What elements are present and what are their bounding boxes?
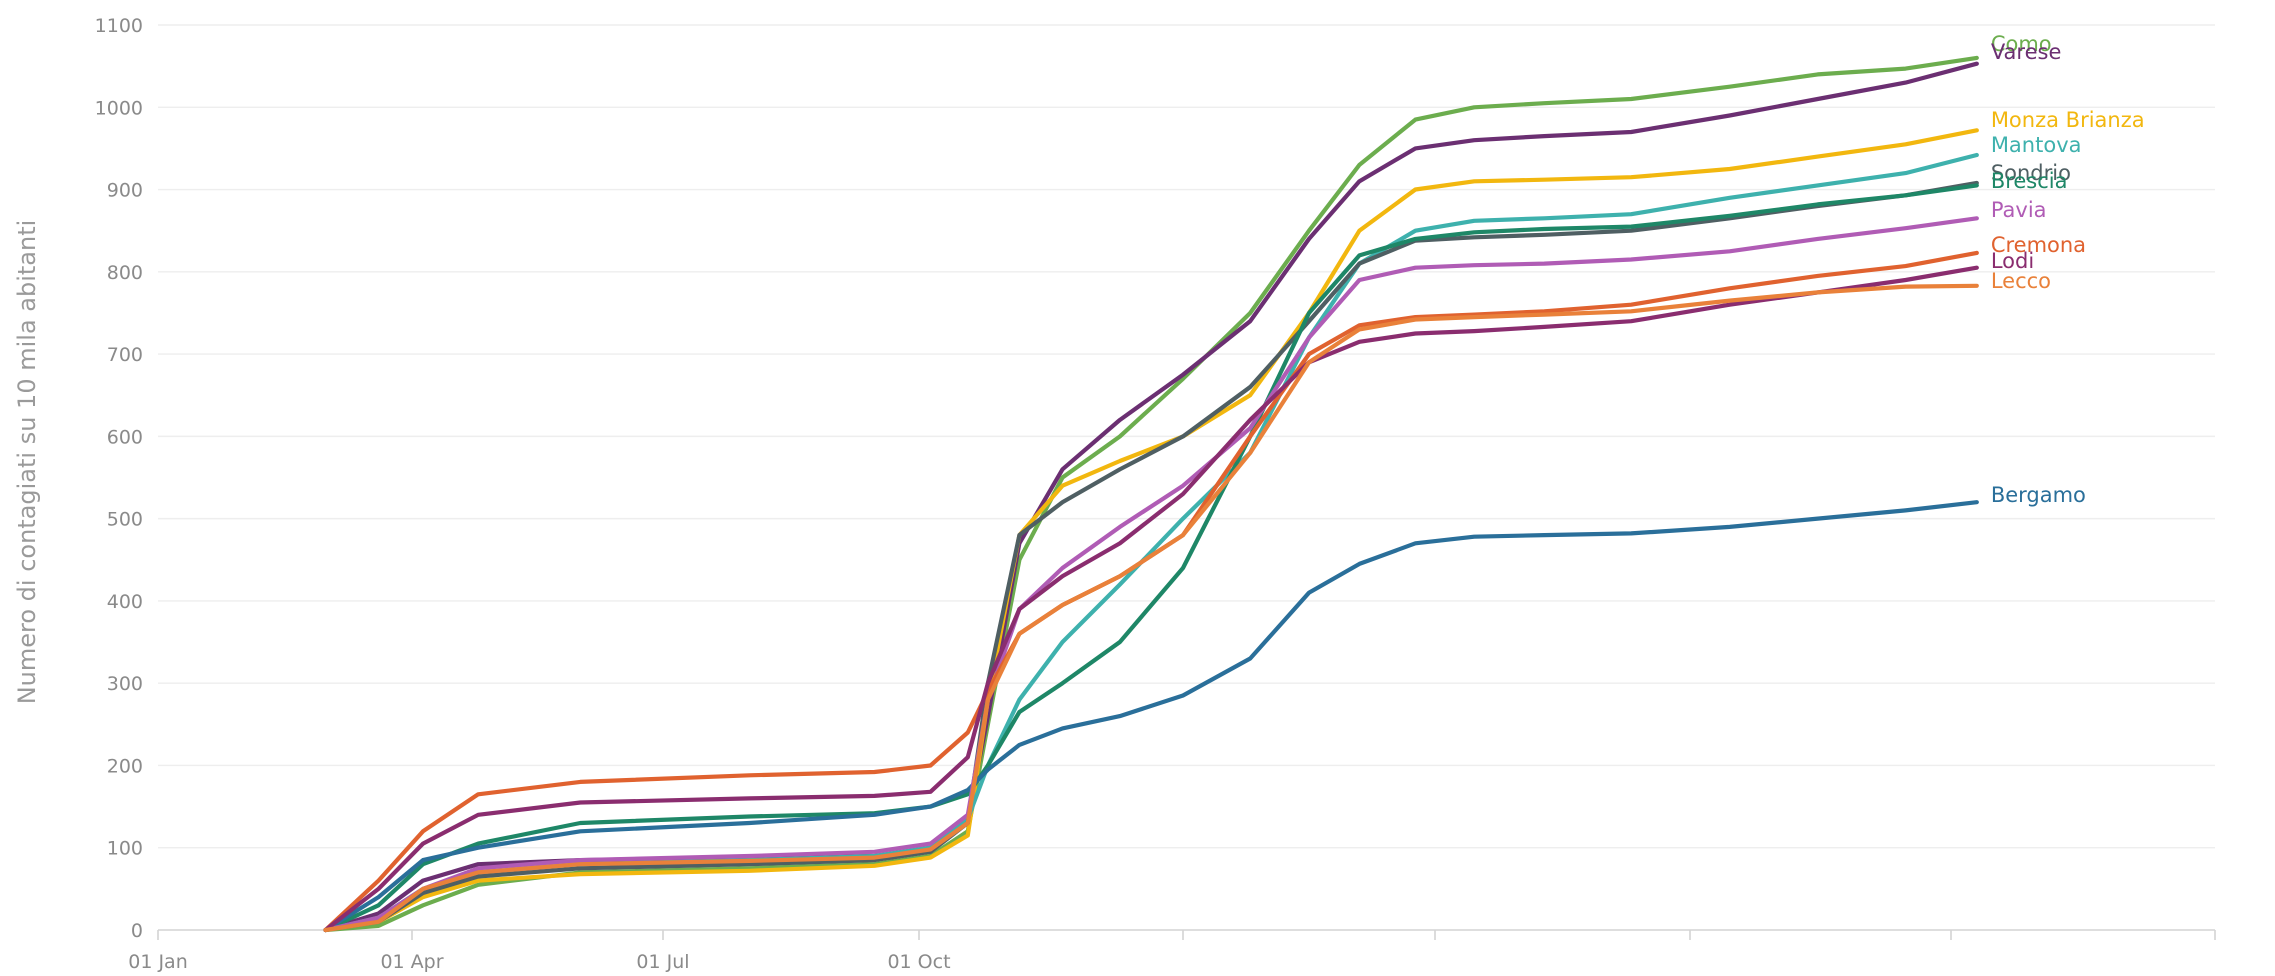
series-line-brescia <box>323 183 1979 933</box>
series-line-pavia <box>323 216 1979 933</box>
series-line-lodi <box>323 265 1979 933</box>
series-line-como <box>323 55 1979 933</box>
y-tick-label: 1100 <box>95 15 143 37</box>
series-label: Varese <box>1991 40 2062 64</box>
series-label: Lecco <box>1991 269 2051 293</box>
y-axis-title: Numero di contagiati su 10 mila abitanti <box>13 220 41 705</box>
series-label: Pavia <box>1991 198 2047 222</box>
y-tick-label: 700 <box>107 344 143 366</box>
y-tick-label: 900 <box>107 180 143 202</box>
x-tick-label: 01 Jul <box>636 951 689 973</box>
x-tick-label: 01 Jan <box>128 951 188 973</box>
series-label: Lodi <box>1991 249 2034 273</box>
y-tick-label: 600 <box>107 426 143 448</box>
series-label: Cremona <box>1991 233 2086 257</box>
x-tick-label: 01 Apr <box>380 951 443 973</box>
y-tick-label: 200 <box>107 755 143 777</box>
x-tick-label: 01 Oct <box>887 951 950 973</box>
y-tick-label: 1000 <box>95 97 143 119</box>
series-line-lecco <box>323 283 1979 933</box>
y-tick-label: 500 <box>107 509 143 531</box>
series-label: Sondrio <box>1991 161 2071 185</box>
series-label: Bergamo <box>1991 483 2086 507</box>
y-tick-label: 100 <box>107 838 143 860</box>
x-axis-ticks: 01 Jan 01 Apr 01 Jul 01 Oct <box>128 930 2216 973</box>
series-line-monza-brianza <box>323 128 1979 933</box>
series-lines <box>323 55 1979 933</box>
series-line-varese <box>323 61 1979 933</box>
series-line-sondrio <box>323 180 1979 933</box>
series-line-bergamo <box>323 500 1979 933</box>
y-axis-ticks: 0 100 200 300 400 500 600 700 800 900 1000 1100 <box>95 15 143 942</box>
y-tick-label: 0 <box>131 920 143 942</box>
series-label: Monza Brianza <box>1991 108 2145 132</box>
series-label: Como <box>1991 32 2052 56</box>
series-label: Brescia <box>1991 169 2068 193</box>
y-tick-label: 800 <box>107 262 143 284</box>
y-tick-label: 400 <box>107 591 143 613</box>
y-tick-label: 300 <box>107 673 143 695</box>
series-label: Mantova <box>1991 133 2082 157</box>
